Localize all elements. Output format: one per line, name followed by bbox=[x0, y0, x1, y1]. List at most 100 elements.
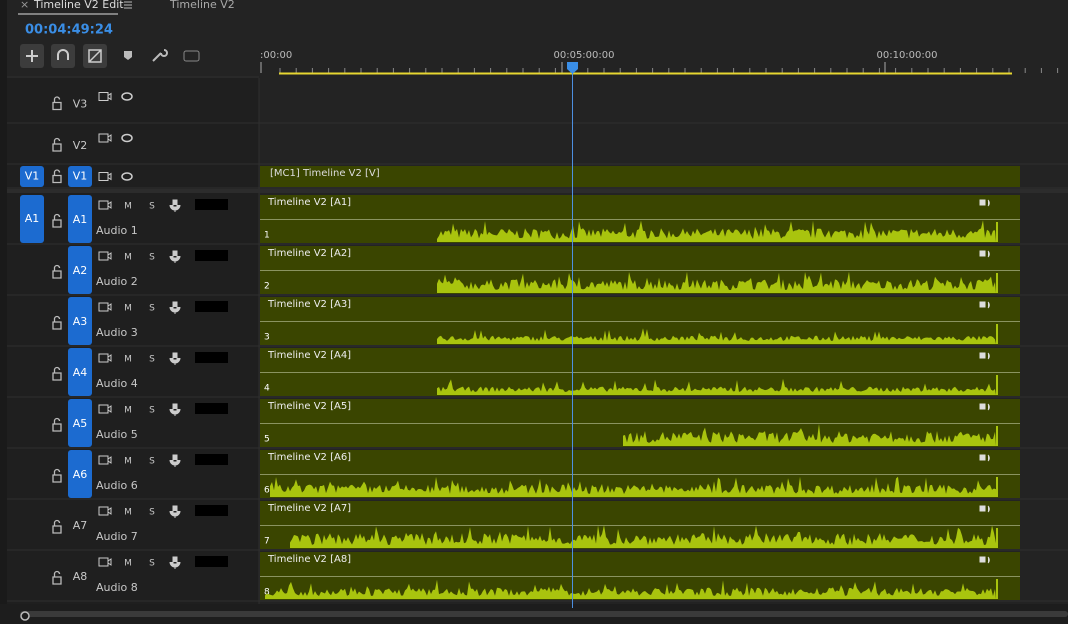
scroll-handle[interactable] bbox=[20, 611, 30, 621]
sync-lock-toggle[interactable] bbox=[98, 172, 112, 181]
clip-name: Timeline V2 [A7] bbox=[267, 503, 351, 514]
tab[interactable]: Timeline V2 bbox=[169, 0, 235, 11]
source-patch[interactable] bbox=[20, 166, 44, 187]
clip-badge bbox=[979, 199, 990, 207]
waveform bbox=[437, 220, 996, 242]
settings-button[interactable] bbox=[152, 49, 168, 62]
sync-lock-toggle[interactable] bbox=[98, 557, 112, 567]
voice-over-button[interactable] bbox=[169, 199, 181, 212]
waveform bbox=[437, 271, 996, 293]
mute-button[interactable]: M bbox=[124, 202, 132, 212]
voice-over-button[interactable] bbox=[169, 454, 181, 467]
lock-toggle[interactable] bbox=[52, 315, 62, 330]
waveform-peak bbox=[996, 579, 998, 599]
lock-toggle[interactable] bbox=[52, 137, 62, 152]
track-target[interactable] bbox=[68, 166, 92, 187]
clip-badge bbox=[979, 403, 990, 411]
tab-menu[interactable] bbox=[124, 1, 132, 9]
clip-name: Timeline V2 [A4] bbox=[267, 350, 351, 361]
lock-toggle[interactable] bbox=[52, 570, 62, 585]
mute-button[interactable]: M bbox=[124, 304, 132, 314]
solo-button[interactable]: S bbox=[149, 508, 155, 518]
solo-button[interactable]: S bbox=[149, 457, 155, 467]
sync-lock-toggle[interactable] bbox=[98, 200, 112, 210]
timecode[interactable]: 00:04:49:24 bbox=[25, 23, 113, 38]
lock-toggle[interactable] bbox=[52, 468, 62, 483]
lock-toggle[interactable] bbox=[52, 96, 62, 111]
lock-toggle[interactable] bbox=[52, 519, 62, 534]
track-name[interactable]: Audio 8 bbox=[96, 581, 138, 594]
sync-lock-toggle[interactable] bbox=[98, 353, 112, 363]
clip-channel: 7 bbox=[264, 537, 270, 547]
track-target[interactable] bbox=[68, 348, 92, 396]
track-name[interactable]: Audio 7 bbox=[96, 530, 138, 543]
solo-button[interactable]: S bbox=[149, 202, 155, 212]
left-edge bbox=[0, 0, 7, 624]
track-label: A4 bbox=[73, 366, 88, 379]
lock-toggle[interactable] bbox=[52, 264, 62, 279]
track-target[interactable] bbox=[68, 297, 92, 345]
voice-over-button[interactable] bbox=[169, 352, 181, 365]
track-name[interactable]: Audio 1 bbox=[96, 224, 138, 237]
lock-toggle[interactable] bbox=[52, 417, 62, 432]
track-label: A8 bbox=[73, 570, 88, 583]
voice-over-button[interactable] bbox=[169, 250, 181, 263]
clip-name: Timeline V2 [A2] bbox=[267, 248, 351, 259]
linked-button[interactable] bbox=[51, 44, 75, 68]
sync-lock-toggle[interactable] bbox=[98, 133, 112, 143]
clip-channel: 5 bbox=[264, 435, 270, 445]
mute-button[interactable]: M bbox=[124, 406, 132, 416]
clip-badge bbox=[979, 352, 990, 360]
clip-name: Timeline V2 [A5] bbox=[267, 401, 351, 412]
mute-button[interactable]: M bbox=[124, 457, 132, 467]
sync-lock-toggle[interactable] bbox=[98, 302, 112, 312]
clip-name: Timeline V2 [A1] bbox=[267, 197, 351, 208]
scrollbar[interactable] bbox=[20, 611, 1068, 617]
lock-toggle[interactable] bbox=[52, 213, 62, 228]
track-label: A2 bbox=[73, 264, 88, 277]
track-name[interactable]: Audio 6 bbox=[96, 479, 138, 492]
solo-button[interactable]: S bbox=[149, 559, 155, 569]
track-target[interactable] bbox=[68, 195, 92, 243]
mute-button[interactable]: M bbox=[124, 253, 132, 263]
voice-over-button[interactable] bbox=[169, 301, 181, 314]
marker-button[interactable] bbox=[124, 51, 132, 60]
captions-button[interactable] bbox=[183, 50, 200, 62]
mute-button[interactable]: M bbox=[124, 559, 132, 569]
toggle-output[interactable] bbox=[121, 172, 133, 181]
mute-button[interactable]: M bbox=[124, 508, 132, 518]
sync-lock-toggle[interactable] bbox=[98, 404, 112, 414]
clip[interactable] bbox=[260, 166, 1020, 187]
solo-button[interactable]: S bbox=[149, 304, 155, 314]
sync-lock-toggle[interactable] bbox=[98, 251, 112, 261]
waveform-peak bbox=[996, 375, 998, 395]
playhead[interactable] bbox=[567, 62, 578, 74]
solo-button[interactable]: S bbox=[149, 406, 155, 416]
clip-channel: 2 bbox=[264, 282, 270, 292]
voice-over-button[interactable] bbox=[169, 505, 181, 518]
sync-lock-toggle[interactable] bbox=[98, 92, 112, 101]
track-name[interactable]: Audio 3 bbox=[96, 326, 138, 339]
voice-over-button[interactable] bbox=[169, 403, 181, 416]
mute-button[interactable]: M bbox=[124, 355, 132, 365]
close-tab[interactable]: × bbox=[20, 0, 29, 11]
toggle-output[interactable] bbox=[121, 133, 133, 143]
sync-lock-toggle[interactable] bbox=[98, 455, 112, 465]
source-patch[interactable] bbox=[20, 195, 44, 243]
track-name[interactable]: Audio 4 bbox=[96, 377, 138, 390]
solo-button[interactable]: S bbox=[149, 355, 155, 365]
solo-button[interactable]: S bbox=[149, 253, 155, 263]
tab[interactable]: Timeline V2 Edit bbox=[33, 0, 124, 11]
lock-toggle[interactable] bbox=[52, 366, 62, 381]
track-meter bbox=[195, 454, 228, 465]
track-target[interactable] bbox=[68, 246, 92, 294]
toggle-output[interactable] bbox=[121, 92, 133, 101]
voice-over-button[interactable] bbox=[169, 556, 181, 569]
track-target[interactable] bbox=[68, 450, 92, 498]
lock-toggle[interactable] bbox=[52, 169, 62, 184]
track-name[interactable]: Audio 5 bbox=[96, 428, 138, 441]
track-target[interactable] bbox=[68, 399, 92, 447]
sync-lock-toggle[interactable] bbox=[98, 506, 112, 516]
track-name[interactable]: Audio 2 bbox=[96, 275, 138, 288]
track-meter bbox=[195, 505, 228, 516]
